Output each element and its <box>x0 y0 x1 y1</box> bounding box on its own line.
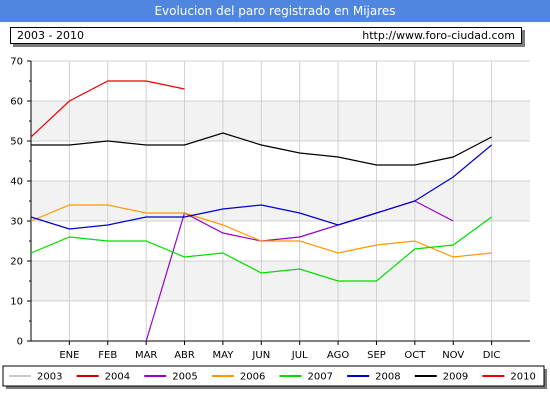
plot-band <box>31 101 530 141</box>
subtitle-box: 2003 - 2010 http://www.foro-ciudad.com <box>10 27 522 44</box>
series-line-2010 <box>30 80 185 138</box>
legend-label-2010: 2010 <box>510 372 535 383</box>
y-tick-label: 40 <box>10 177 23 188</box>
y-tick-label: 50 <box>10 137 23 148</box>
x-tick-label: DIC <box>483 350 501 361</box>
series-line-2006 <box>30 204 492 258</box>
y-tick-label: 20 <box>10 257 23 268</box>
series-line-2008 <box>30 144 492 230</box>
plot-band <box>31 181 530 221</box>
y-tick-label: 70 <box>10 57 23 68</box>
x-tick-label: JUL <box>291 350 308 361</box>
x-tick-label: FEB <box>98 350 117 361</box>
series-line-2009 <box>31 132 492 166</box>
x-tick-label: ABR <box>174 350 195 361</box>
y-tick-label: 0 <box>17 337 23 348</box>
x-tick-label: NOV <box>442 350 464 361</box>
chart-title: Evolucion del paro registrado en Mijares <box>0 0 550 22</box>
x-tick-label: AGO <box>327 350 349 361</box>
y-tick-label: 60 <box>10 97 23 108</box>
period-label: 2003 - 2010 <box>17 29 84 42</box>
legend-label-2003: 2003 <box>37 372 62 383</box>
legend <box>2 365 545 387</box>
y-tick-label: 10 <box>10 297 23 308</box>
x-tick-label: OCT <box>404 350 426 361</box>
source-url: http://www.foro-ciudad.com <box>362 29 515 42</box>
x-tick-label: JUN <box>251 350 270 361</box>
legend-label-2009: 2009 <box>443 372 468 383</box>
series-line-2007 <box>30 216 492 282</box>
x-tick-label: SEP <box>367 350 386 361</box>
legend-label-2008: 2008 <box>375 372 400 383</box>
plot-band <box>31 261 530 301</box>
y-tick-label: 30 <box>10 217 23 228</box>
x-tick-label: MAY <box>213 350 235 361</box>
x-tick-label: ENE <box>59 350 79 361</box>
legend-label-2006: 2006 <box>240 372 265 383</box>
legend-label-2005: 2005 <box>172 372 197 383</box>
legend-label-2007: 2007 <box>308 372 333 383</box>
x-tick-label: MAR <box>135 350 157 361</box>
legend-label-2004: 2004 <box>105 372 130 383</box>
